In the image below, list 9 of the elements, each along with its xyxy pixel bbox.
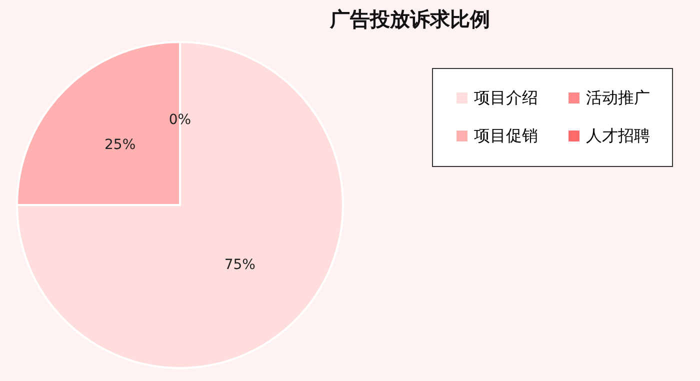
legend-label: 活动推广 — [586, 88, 650, 107]
legend-label: 项目促销 — [474, 126, 538, 145]
pie-slice — [16, 41, 344, 369]
data-label: 75% — [224, 256, 256, 273]
chart-title: 广告投放诉求比例 — [329, 7, 490, 31]
legend-label: 项目介绍 — [474, 88, 538, 107]
data-label: 25% — [104, 137, 136, 154]
text: 0% — [168, 112, 192, 128]
legend-label: 人才招聘 — [586, 126, 650, 145]
